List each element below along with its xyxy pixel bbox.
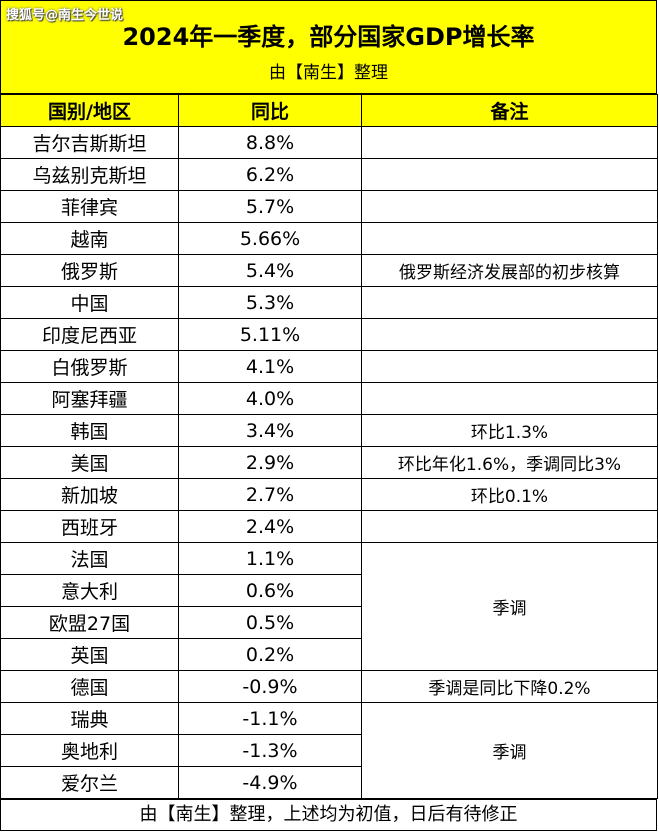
yoy-cell: 8.8% — [178, 126, 362, 159]
table-row: 奥地利 -1.3% — [0, 734, 658, 767]
country-cell: 西班牙 — [0, 510, 179, 543]
yoy-cell: -0.9% — [178, 670, 362, 703]
table-row: 瑞典 -1.1% 季调 — [0, 702, 658, 799]
note-cell — [361, 158, 658, 191]
country-cell: 白俄罗斯 — [0, 350, 179, 383]
country-cell: 美国 — [0, 446, 179, 479]
table-row: 白俄罗斯 4.1% — [0, 350, 658, 383]
column-header-yoy: 同比 — [178, 94, 362, 127]
table-row: 美国 2.9% 环比年化1.6%，季调同比3% — [0, 446, 658, 479]
note-cell-group-eu: 季调 — [361, 542, 658, 671]
yoy-cell: 0.6% — [178, 574, 362, 607]
note-cell-korea: 环比1.3% — [361, 414, 658, 447]
table-row: 吉尔吉斯斯坦 8.8% — [0, 126, 658, 159]
table-row: 新加坡 2.7% 环比0.1% — [0, 478, 658, 511]
country-cell: 韩国 — [0, 414, 179, 447]
table-row: 意大利 0.6% — [0, 574, 658, 607]
country-cell: 阿塞拜疆 — [0, 382, 179, 415]
watermark-text: 搜狐号@南生今世说 — [6, 8, 124, 23]
yoy-cell: 5.4% — [178, 254, 362, 287]
country-cell: 瑞典 — [0, 702, 179, 735]
yoy-cell: 6.2% — [178, 158, 362, 191]
yoy-cell: -4.9% — [178, 766, 362, 799]
note-cell-russia: 俄罗斯经济发展部的初步核算 — [361, 254, 658, 287]
table-row: 德国 -0.9% 季调是同比下降0.2% — [0, 670, 658, 703]
page-subtitle: 由【南生】整理 — [269, 63, 388, 83]
table-row: 爱尔兰 -4.9% — [0, 766, 658, 799]
table-row: 英国 0.2% — [0, 638, 658, 671]
gdp-table: 国别/地区 同比 备注 吉尔吉斯斯坦 8.8% 乌兹别克斯坦 6.2% 菲律宾 … — [0, 94, 658, 799]
country-cell: 德国 — [0, 670, 179, 703]
table-row: 阿塞拜疆 4.0% — [0, 382, 658, 415]
country-cell: 俄罗斯 — [0, 254, 179, 287]
note-cell-germany: 季调是同比下降0.2% — [361, 670, 658, 703]
yoy-cell: -1.1% — [178, 702, 362, 735]
note-cell — [361, 350, 658, 383]
note-cell-singapore: 环比0.1% — [361, 478, 658, 511]
yoy-cell: 2.9% — [178, 446, 362, 479]
yoy-cell: 5.3% — [178, 286, 362, 319]
table-row: 韩国 3.4% 环比1.3% — [0, 414, 658, 447]
table-row: 法国 1.1% 季调 — [0, 542, 658, 671]
footer-note: 由【南生】整理，上述均为初值，日后有待修正 — [0, 799, 657, 831]
yoy-cell: 0.5% — [178, 606, 362, 639]
country-cell: 中国 — [0, 286, 179, 319]
column-header-notes: 备注 — [361, 94, 658, 127]
table-row: 西班牙 2.4% — [0, 510, 658, 543]
country-cell: 英国 — [0, 638, 179, 671]
table-header-row: 国别/地区 同比 备注 — [0, 94, 658, 127]
country-cell: 爱尔兰 — [0, 766, 179, 799]
country-cell: 越南 — [0, 222, 179, 255]
page-title: 2024年一季度，部分国家GDP增长率 — [122, 23, 535, 51]
yoy-cell: 2.7% — [178, 478, 362, 511]
yoy-cell: 5.11% — [178, 318, 362, 351]
country-cell: 印度尼西亚 — [0, 318, 179, 351]
yoy-cell: 5.7% — [178, 190, 362, 223]
country-cell: 乌兹别克斯坦 — [0, 158, 179, 191]
country-cell: 奥地利 — [0, 734, 179, 767]
table-row: 越南 5.66% — [0, 222, 658, 255]
table-row: 乌兹别克斯坦 6.2% — [0, 158, 658, 191]
table-row: 印度尼西亚 5.11% — [0, 318, 658, 351]
note-cell-group-north: 季调 — [361, 702, 658, 799]
table-row: 俄罗斯 5.4% 俄罗斯经济发展部的初步核算 — [0, 254, 658, 287]
country-cell: 意大利 — [0, 574, 179, 607]
country-cell: 菲律宾 — [0, 190, 179, 223]
yoy-cell: 3.4% — [178, 414, 362, 447]
yoy-cell: 1.1% — [178, 542, 362, 575]
table-row: 中国 5.3% — [0, 286, 658, 319]
note-cell — [361, 382, 658, 415]
note-cell — [361, 286, 658, 319]
note-cell — [361, 190, 658, 223]
table-row: 菲律宾 5.7% — [0, 190, 658, 223]
yoy-cell: 4.0% — [178, 382, 362, 415]
yoy-cell: 2.4% — [178, 510, 362, 543]
country-cell: 吉尔吉斯斯坦 — [0, 126, 179, 159]
yoy-cell: 4.1% — [178, 350, 362, 383]
yoy-cell: -1.3% — [178, 734, 362, 767]
country-cell: 新加坡 — [0, 478, 179, 511]
note-cell-usa: 环比年化1.6%，季调同比3% — [361, 446, 658, 479]
note-cell — [361, 126, 658, 159]
column-header-country: 国别/地区 — [0, 94, 179, 127]
country-cell: 法国 — [0, 542, 179, 575]
country-cell: 欧盟27国 — [0, 606, 179, 639]
note-cell — [361, 510, 658, 543]
note-cell — [361, 222, 658, 255]
sheet-header: 2024年一季度，部分国家GDP增长率 由【南生】整理 — [0, 0, 657, 94]
yoy-cell: 0.2% — [178, 638, 362, 671]
note-cell — [361, 318, 658, 351]
yoy-cell: 5.66% — [178, 222, 362, 255]
